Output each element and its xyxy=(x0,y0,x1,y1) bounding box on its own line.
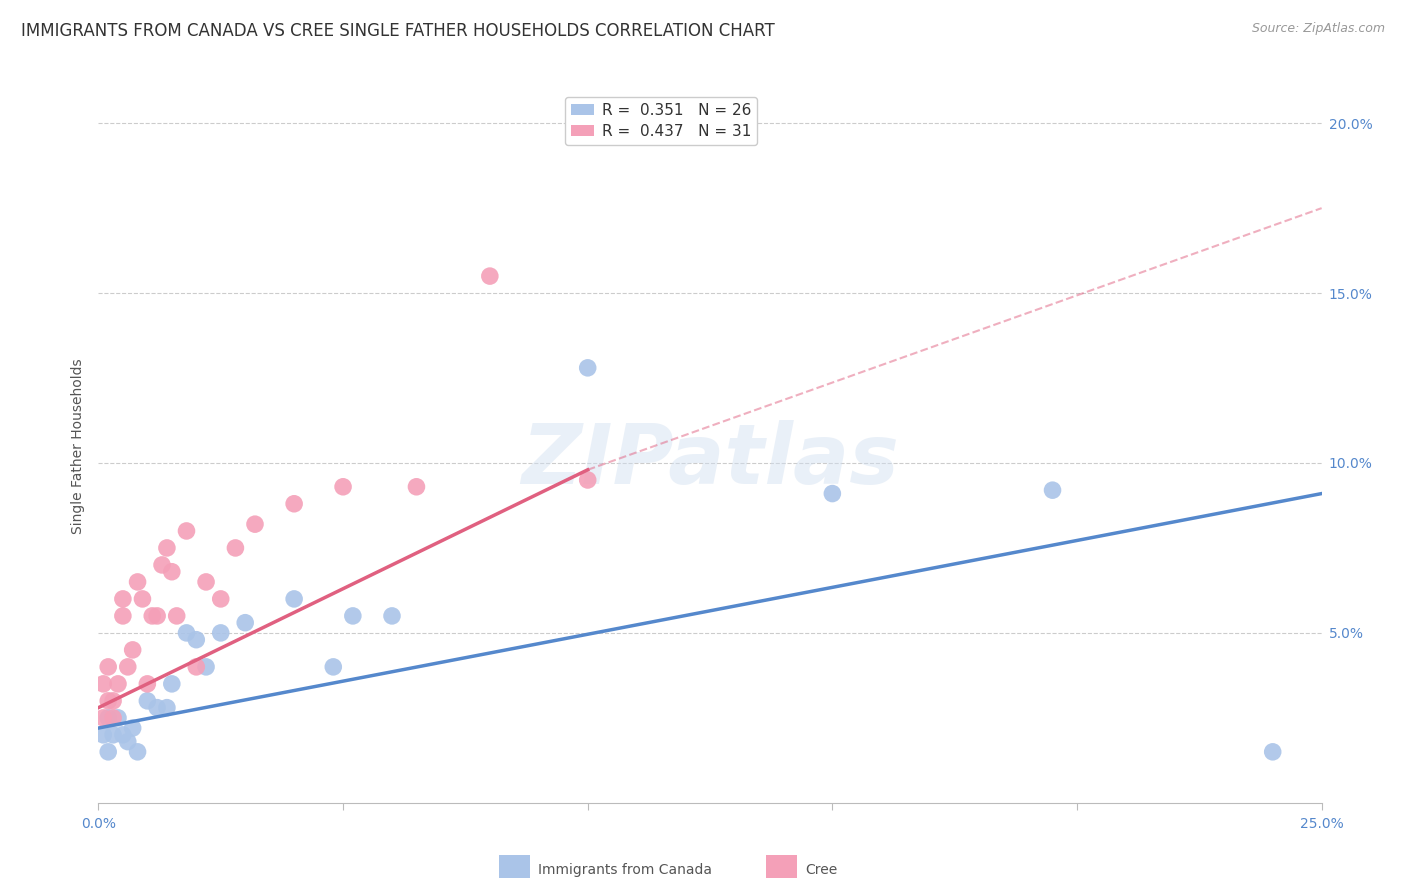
Y-axis label: Single Father Households: Single Father Households xyxy=(72,359,86,533)
Point xyxy=(141,608,163,623)
Point xyxy=(101,694,124,708)
Point xyxy=(186,632,208,647)
Point xyxy=(576,360,599,375)
Text: Cree: Cree xyxy=(806,863,838,877)
Text: IMMIGRANTS FROM CANADA VS CREE SINGLE FATHER HOUSEHOLDS CORRELATION CHART: IMMIGRANTS FROM CANADA VS CREE SINGLE FA… xyxy=(21,22,775,40)
Point xyxy=(121,721,143,735)
Point xyxy=(97,660,120,674)
Point xyxy=(243,517,266,532)
Point xyxy=(160,565,183,579)
Point xyxy=(186,660,208,674)
Point xyxy=(91,677,114,691)
Point xyxy=(97,745,120,759)
Point xyxy=(107,711,129,725)
Point xyxy=(176,524,198,538)
Point xyxy=(322,660,344,674)
Point xyxy=(111,728,134,742)
Point xyxy=(342,608,364,623)
Point xyxy=(111,608,134,623)
Point xyxy=(283,497,305,511)
Point xyxy=(101,728,124,742)
Point xyxy=(576,473,599,487)
Point xyxy=(381,608,404,623)
Point xyxy=(111,591,134,606)
Point xyxy=(283,591,305,606)
Point xyxy=(107,677,129,691)
Text: Immigrants from Canada: Immigrants from Canada xyxy=(538,863,713,877)
Point xyxy=(233,615,256,630)
Point xyxy=(127,745,149,759)
Point xyxy=(156,541,179,555)
Point xyxy=(146,700,169,714)
Point xyxy=(97,711,120,725)
Point xyxy=(136,694,159,708)
Point xyxy=(1261,745,1284,759)
Point xyxy=(121,643,143,657)
Point xyxy=(101,711,124,725)
Point xyxy=(117,660,139,674)
Point xyxy=(224,541,246,555)
Point xyxy=(136,677,159,691)
Point xyxy=(150,558,173,572)
Point xyxy=(131,591,153,606)
Point xyxy=(146,608,169,623)
Point xyxy=(91,711,114,725)
Point xyxy=(160,677,183,691)
Text: Source: ZipAtlas.com: Source: ZipAtlas.com xyxy=(1251,22,1385,36)
Point xyxy=(478,269,501,284)
Point xyxy=(195,660,218,674)
Point xyxy=(405,480,427,494)
Point xyxy=(127,574,149,589)
Point xyxy=(195,574,218,589)
Point xyxy=(332,480,354,494)
Point xyxy=(166,608,188,623)
Point xyxy=(91,728,114,742)
Text: ZIPatlas: ZIPatlas xyxy=(522,420,898,500)
Point xyxy=(1042,483,1064,498)
Legend: R =  0.351   N = 26, R =  0.437   N = 31: R = 0.351 N = 26, R = 0.437 N = 31 xyxy=(565,97,758,145)
Point xyxy=(209,626,232,640)
Point xyxy=(97,694,120,708)
Point xyxy=(117,734,139,748)
Point xyxy=(821,486,844,500)
Point xyxy=(156,700,179,714)
Point xyxy=(176,626,198,640)
Point xyxy=(209,591,232,606)
